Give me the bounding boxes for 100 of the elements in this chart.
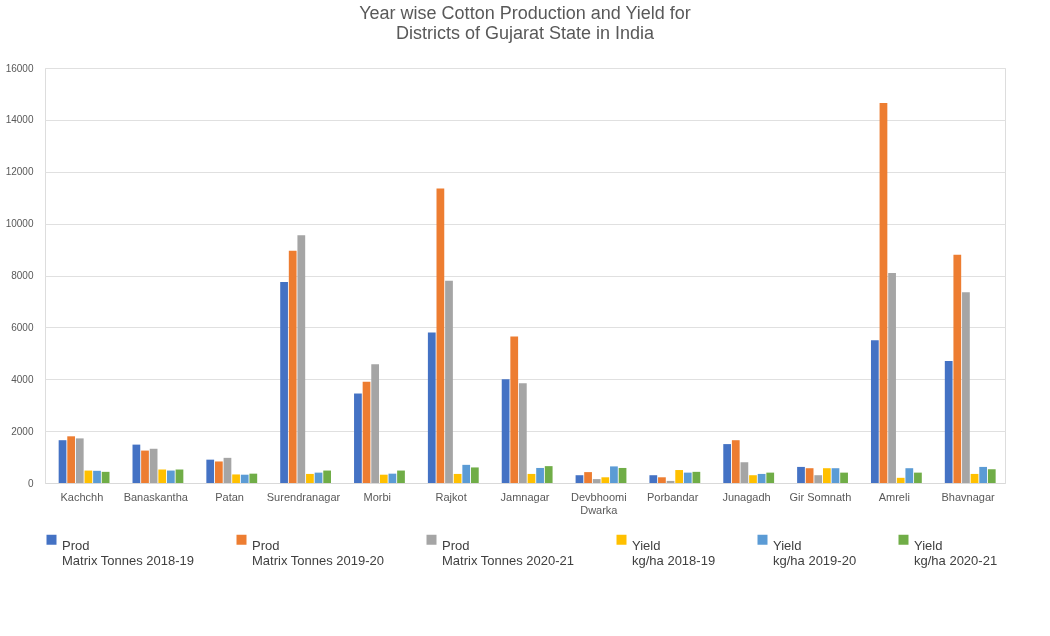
legend-label: Yield kg/ha 2020-21: [914, 537, 998, 568]
bar: [575, 475, 584, 483]
text: Year wise Cotton Production and Yield for: [359, 3, 691, 23]
x-tick-label: Surendranagar: [266, 490, 341, 503]
bar: [58, 440, 67, 483]
bar: [362, 381, 371, 483]
bar: [896, 477, 905, 483]
bar: [141, 450, 149, 483]
bar: [101, 471, 110, 483]
bar: [510, 336, 519, 483]
y-tick-label: 6000: [11, 321, 34, 333]
bar: [757, 473, 766, 483]
bar: [766, 472, 775, 483]
x-tick-label: Banaskantha: [123, 490, 189, 503]
bar: [962, 292, 970, 483]
bar: [914, 472, 922, 483]
bar: [379, 474, 388, 483]
legend-label: Prod Matrix Tonnes 2020-21: [442, 537, 575, 568]
bar: [805, 468, 814, 483]
bar: [544, 466, 553, 483]
legend-label: Prod Matrix Tonnes 2019-20: [252, 537, 385, 568]
bar: [436, 188, 445, 483]
x-tick-label: Amreli: [878, 490, 910, 503]
bar: [831, 468, 840, 483]
bar: [797, 466, 805, 483]
bar: [970, 473, 979, 483]
bar: [518, 383, 527, 483]
bar: [214, 461, 223, 483]
bar: [683, 472, 692, 483]
bar: [692, 471, 701, 483]
bar: [987, 469, 996, 483]
x-tick-label: Rajkot: [435, 490, 467, 503]
bar: [870, 340, 879, 483]
bar: [888, 272, 896, 483]
bar: [879, 103, 888, 483]
x-tick-label: Gir Somnath: [789, 490, 852, 503]
bar: [814, 475, 823, 483]
bar: [462, 464, 471, 483]
bar: [323, 470, 332, 483]
bar: [740, 462, 749, 483]
x-tick-label: Kachchh: [60, 490, 104, 503]
bar: [288, 250, 297, 483]
bar: [649, 475, 658, 483]
y-tick-label: 14000: [5, 114, 34, 126]
bar: [67, 436, 76, 483]
bar: [427, 332, 436, 483]
bar: [749, 475, 757, 483]
bar: [306, 473, 314, 483]
bar: [618, 467, 627, 483]
y-tick-label: 4000: [11, 373, 34, 385]
bar: [297, 235, 306, 483]
bar: [240, 474, 249, 483]
bar: [905, 468, 914, 483]
bar: [527, 473, 536, 483]
y-tick-label: 12000: [5, 166, 34, 178]
bar: [453, 473, 462, 483]
bar: [610, 466, 618, 483]
bar: [822, 468, 831, 483]
bar: [232, 474, 240, 483]
y-tick-label: 16000: [5, 62, 34, 74]
y-tick-label: 8000: [11, 270, 34, 281]
bar: [445, 280, 453, 483]
legend-label: Prod Matrix Tonnes 2018-19: [62, 537, 195, 568]
bar: [840, 472, 848, 483]
x-tick-label: Devbhoomi Dwarka: [571, 490, 627, 516]
bar: [953, 254, 962, 483]
bar: [354, 393, 362, 483]
bar: [584, 472, 592, 483]
bar: [658, 477, 666, 483]
bar: [723, 444, 732, 483]
x-tick-label: Jamnagar: [500, 490, 550, 503]
bar: [249, 473, 258, 483]
y-tick-label: 10000: [5, 218, 34, 230]
x-tick-label: Junagadh: [722, 490, 771, 503]
bar: [75, 438, 84, 483]
legend-label: Yield kg/ha 2018-19: [632, 537, 716, 568]
bar: [601, 477, 610, 483]
bar: [166, 470, 175, 483]
bar: [536, 467, 544, 483]
bar: [501, 379, 510, 483]
bar: [206, 459, 215, 483]
bar: [280, 281, 288, 483]
y-tick-label: 2000: [11, 425, 34, 437]
bar: [93, 470, 101, 483]
x-tick-label: Morbi: [363, 490, 392, 503]
bar: [158, 469, 167, 483]
bar: [371, 364, 380, 483]
legend-label: Yield kg/ha 2019-20: [773, 537, 857, 568]
x-tick-label: Patan: [215, 490, 244, 503]
text: Districts of Gujarat State in India: [395, 23, 655, 43]
bar: [470, 467, 479, 483]
bar: [592, 479, 601, 483]
bar: [223, 457, 232, 483]
x-tick-label: Porbandar: [647, 490, 699, 503]
x-tick-label: Bhavnagar: [941, 490, 996, 503]
bar: [675, 470, 684, 483]
bar: [979, 466, 988, 483]
y-tick-label: 0: [27, 477, 34, 489]
bar: [397, 470, 405, 483]
bar: [944, 361, 953, 483]
